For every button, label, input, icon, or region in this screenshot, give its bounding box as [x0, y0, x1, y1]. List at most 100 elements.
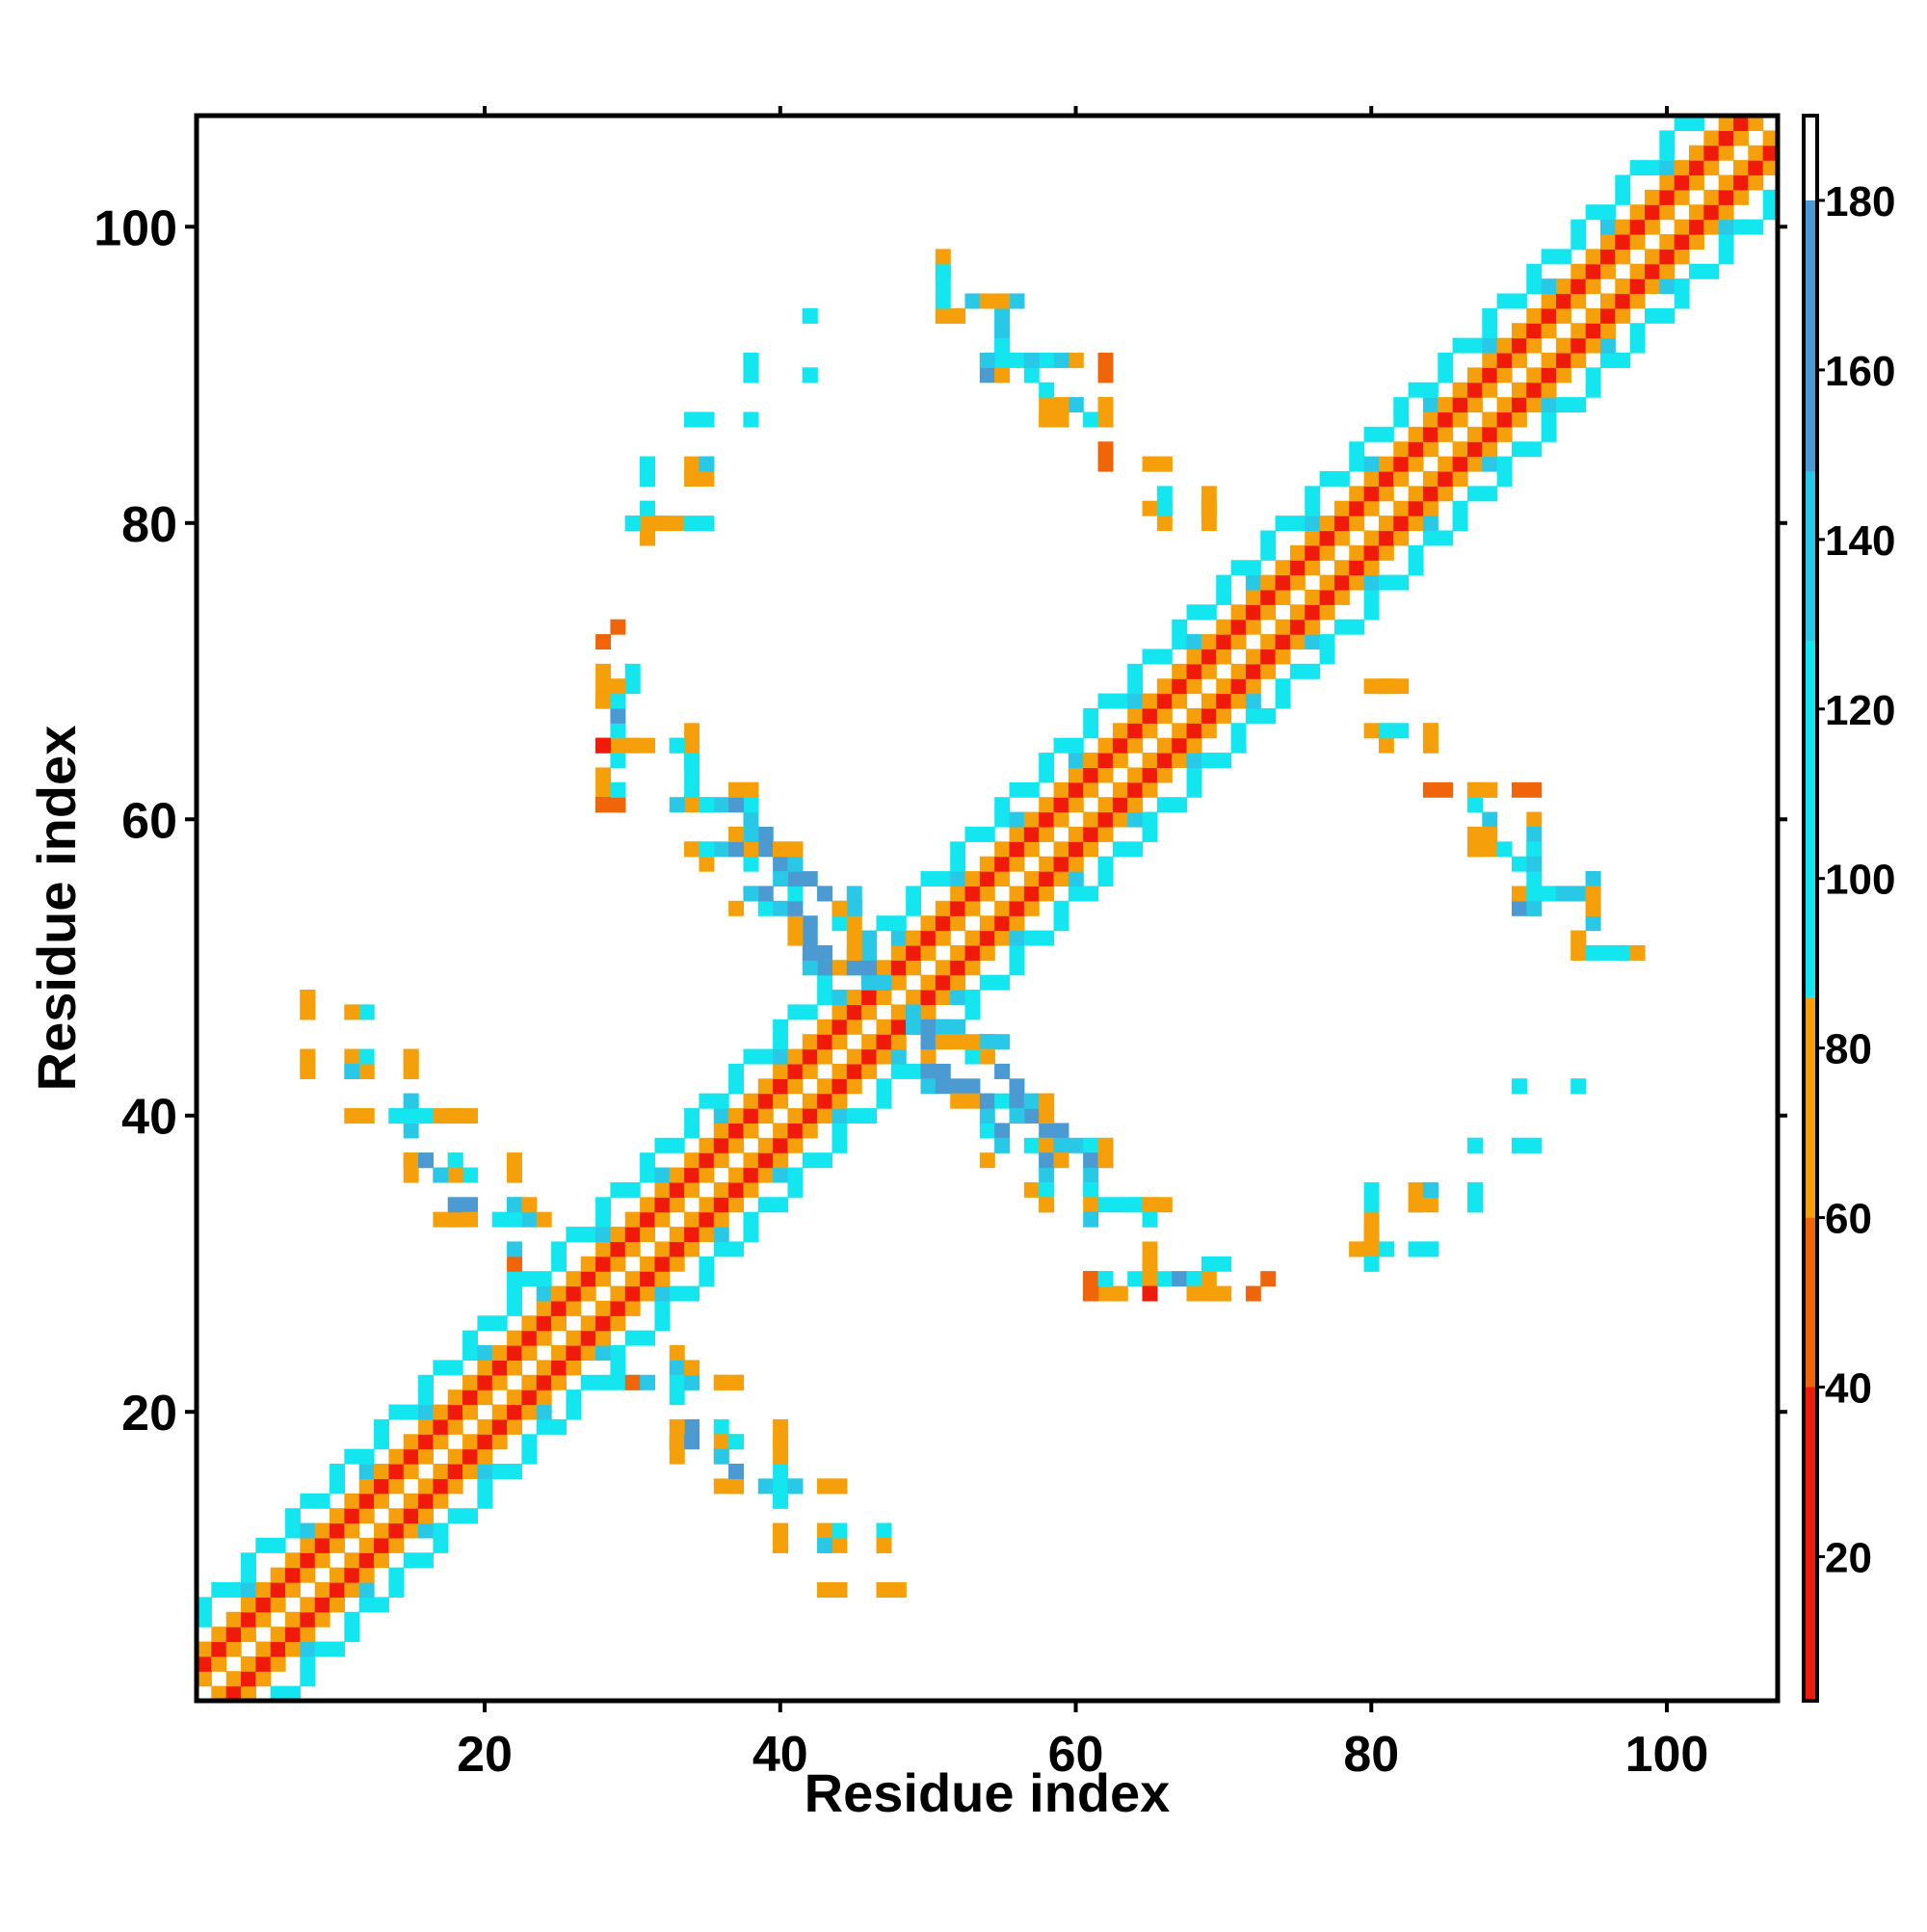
contact-cell — [285, 1522, 301, 1539]
contact-cell — [388, 1108, 405, 1125]
contact-cell — [624, 1241, 641, 1257]
contact-cell — [935, 915, 951, 932]
contact-cell — [1363, 486, 1380, 502]
contact-cell — [979, 1034, 995, 1050]
contact-cell — [1142, 723, 1158, 739]
contact-cell — [728, 1123, 745, 1139]
contact-cell — [344, 1552, 360, 1569]
contact-cell — [1408, 544, 1424, 561]
contact-cell — [462, 1508, 478, 1524]
contact-cell — [1127, 1197, 1144, 1213]
contact-cell — [773, 1093, 789, 1109]
contact-cell — [1216, 707, 1232, 724]
contact-cell — [1260, 1271, 1277, 1287]
contact-cell — [418, 1493, 434, 1509]
contact-cell — [1142, 767, 1158, 783]
contact-cell — [1438, 411, 1454, 428]
contact-cell — [684, 1360, 700, 1376]
contact-cell — [1289, 544, 1306, 561]
contact-cell — [477, 1434, 493, 1450]
contact-cell — [802, 307, 818, 324]
contact-cell — [713, 1152, 729, 1169]
contact-cell — [403, 1508, 419, 1524]
contact-cell — [1142, 1271, 1158, 1287]
contact-cell — [1659, 263, 1676, 279]
contact-cell — [551, 1300, 568, 1316]
contact-cell — [580, 1285, 596, 1302]
contact-cell — [610, 1300, 626, 1316]
contact-cell — [1585, 886, 1601, 902]
contact-cell — [1496, 293, 1513, 309]
colorbar-tick-label: 120 — [1825, 687, 1895, 734]
contact-cell — [1378, 530, 1394, 546]
contact-cell — [1466, 382, 1483, 398]
contact-cell — [1732, 160, 1749, 176]
contact-cell — [846, 960, 862, 976]
contact-cell — [1422, 516, 1439, 532]
contact-cell — [669, 1137, 685, 1153]
contact-cell — [1112, 797, 1128, 813]
contact-cell — [728, 1167, 745, 1183]
contact-cell — [1097, 367, 1114, 384]
contact-cell — [1422, 486, 1439, 502]
contact-cell — [1097, 411, 1114, 428]
contact-cell — [507, 1256, 523, 1272]
contact-cell — [935, 293, 951, 309]
contact-cell — [713, 797, 729, 813]
contact-cell — [728, 1374, 745, 1390]
contact-cell — [713, 1418, 729, 1435]
contact-cell — [846, 1078, 862, 1095]
contact-cell — [861, 1004, 878, 1020]
contact-cell — [388, 1508, 405, 1524]
contact-cell — [832, 1004, 848, 1020]
contact-cell — [344, 1048, 360, 1065]
contact-cell — [403, 1093, 419, 1109]
contact-cell — [1039, 1167, 1055, 1183]
contact-cell — [832, 960, 848, 976]
contact-cell — [1408, 382, 1424, 398]
contact-cell — [1644, 204, 1660, 221]
contact-cell — [994, 915, 1011, 932]
contact-cell — [477, 1389, 493, 1406]
contact-cell — [699, 1256, 715, 1272]
contact-cell — [787, 1078, 804, 1095]
contact-cell — [1186, 634, 1202, 650]
contact-cell — [1156, 797, 1173, 813]
contact-cell — [1466, 1197, 1483, 1213]
contact-cell — [890, 1019, 907, 1035]
contact-cell — [1142, 500, 1158, 516]
contact-cell — [876, 1019, 892, 1035]
contact-cell — [1703, 263, 1720, 279]
contact-cell — [964, 990, 981, 1006]
contact-cell — [374, 1522, 389, 1539]
contact-cell — [211, 1685, 227, 1702]
contact-cell — [507, 1345, 523, 1362]
contact-cell — [817, 974, 833, 991]
contact-cell — [507, 1241, 523, 1257]
contact-cell — [1629, 204, 1646, 221]
contact-cell — [1732, 189, 1749, 205]
contact-cell — [1496, 426, 1513, 442]
contact-cell — [566, 1300, 582, 1316]
contact-cell — [743, 781, 759, 798]
contact-cell — [743, 856, 759, 872]
contact-cell — [491, 1404, 508, 1420]
contact-cell — [1097, 1285, 1114, 1302]
contact-cell — [1555, 367, 1571, 384]
contact-cell — [1216, 1285, 1232, 1302]
contact-cell — [906, 1063, 922, 1079]
contact-cell — [566, 1389, 582, 1406]
contact-cell — [1260, 663, 1277, 679]
contact-cell — [1305, 619, 1321, 635]
contact-cell — [757, 1078, 774, 1095]
contact-cell — [447, 1508, 463, 1524]
contact-cell — [580, 1374, 596, 1390]
contact-cell — [358, 1597, 375, 1613]
contact-cell — [994, 930, 1011, 946]
contact-cell — [1541, 352, 1557, 368]
contact-cell — [477, 1360, 493, 1376]
contact-cell — [684, 1374, 700, 1390]
contact-cell — [935, 900, 951, 916]
contact-cell — [1526, 826, 1543, 842]
contact-cell — [1555, 278, 1571, 295]
